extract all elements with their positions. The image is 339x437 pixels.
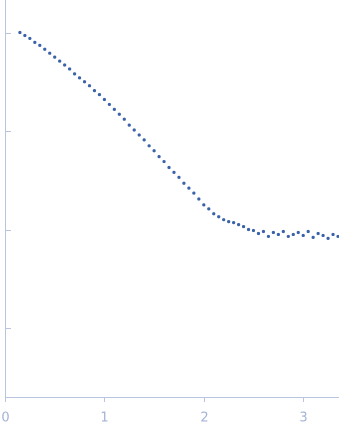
point (281, 229, 285, 234)
point (241, 224, 246, 229)
point (217, 215, 221, 219)
point (182, 181, 186, 185)
point (38, 43, 42, 47)
point (187, 186, 191, 190)
x-tick-label: 3 (299, 411, 307, 426)
point (162, 159, 166, 164)
x-tick-label: 1 (100, 411, 108, 426)
point (117, 112, 121, 116)
point (266, 234, 271, 239)
point (336, 234, 339, 239)
point (147, 144, 151, 148)
point (251, 228, 256, 233)
point (102, 97, 107, 102)
point (137, 133, 141, 137)
point (177, 175, 181, 179)
point (212, 212, 216, 216)
point (18, 30, 22, 35)
point (97, 92, 102, 97)
point (232, 221, 236, 225)
point (256, 231, 261, 236)
point (53, 55, 57, 59)
point (246, 227, 251, 232)
point (43, 47, 47, 51)
point (321, 233, 325, 238)
point (222, 218, 226, 222)
point (276, 232, 280, 237)
point (192, 191, 196, 195)
point (261, 229, 266, 234)
point (271, 230, 275, 235)
x-tick-label: 2 (200, 411, 208, 426)
point (207, 207, 211, 211)
point (68, 67, 72, 71)
point (167, 165, 171, 170)
point (28, 36, 32, 41)
point (152, 149, 156, 153)
point (316, 231, 320, 236)
point (197, 197, 201, 201)
point (72, 72, 77, 76)
point (306, 229, 310, 234)
point (286, 234, 290, 239)
point (48, 51, 52, 55)
point (142, 138, 146, 142)
point (33, 40, 37, 44)
point (331, 232, 335, 237)
point (227, 220, 231, 224)
point (92, 89, 97, 93)
point (326, 236, 330, 240)
point (291, 232, 295, 237)
x-tick-label: 0 (1, 411, 9, 426)
point (237, 223, 241, 227)
point (311, 235, 315, 240)
point (63, 63, 67, 67)
point (82, 80, 87, 84)
point (132, 128, 136, 132)
point (122, 117, 126, 121)
point (77, 76, 82, 80)
point (58, 59, 62, 63)
point (157, 155, 161, 159)
point (172, 170, 176, 174)
point (107, 102, 111, 107)
point (301, 233, 305, 238)
point (23, 33, 27, 38)
point (112, 107, 116, 111)
point (127, 123, 131, 127)
point (87, 84, 92, 88)
point (296, 230, 300, 235)
point (202, 203, 206, 207)
